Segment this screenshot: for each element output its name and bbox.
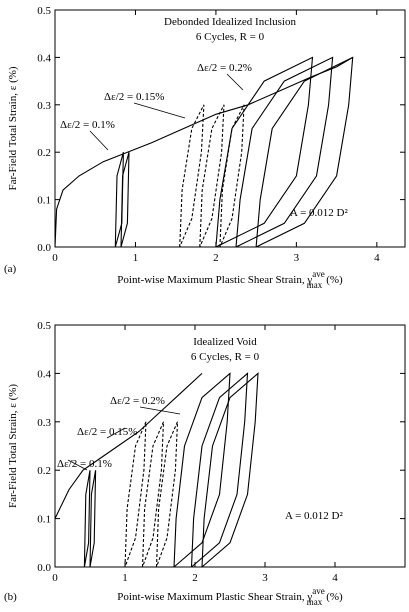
y-tick-label: 0.1 xyxy=(37,195,51,207)
annotation-arrow xyxy=(67,459,88,471)
curve xyxy=(114,152,124,248)
x-axis-label-unit: (%) xyxy=(326,591,343,603)
y-tick-label: 0.5 xyxy=(37,5,51,17)
curve xyxy=(219,104,245,248)
x-tick-label: 4 xyxy=(374,252,380,264)
curve xyxy=(215,56,314,248)
curve xyxy=(120,152,130,248)
x-tick-label: 3 xyxy=(294,252,300,264)
plot-frame xyxy=(54,324,406,568)
curve xyxy=(83,470,91,568)
annotation: Δε/2 = 0.2% xyxy=(197,62,252,74)
curve xyxy=(199,104,225,248)
panel-label: (b) xyxy=(4,591,17,603)
y-tick-label: 0.0 xyxy=(37,562,51,574)
y-tick-label: 0.1 xyxy=(37,514,51,526)
y-tick-label: 0.3 xyxy=(37,100,51,112)
annotation: Δε/2 = 0.15% xyxy=(104,91,164,103)
curve xyxy=(190,372,249,568)
curve xyxy=(54,56,353,248)
annotation: A = 0.012 D² xyxy=(290,207,348,219)
curve xyxy=(201,372,259,568)
annotation-arrow xyxy=(226,73,244,91)
x-axis-label-unit: (%) xyxy=(326,274,343,286)
x-tick-label: 2 xyxy=(213,252,219,264)
x-tick-label: 4 xyxy=(332,572,338,584)
x-axis-label-main: Point-wise Maximum Plastic Shear Strain,… xyxy=(117,591,312,603)
x-tick-label: 1 xyxy=(133,252,139,264)
x-tick-label: 0 xyxy=(52,572,58,584)
x-axis-label-sup: ave xyxy=(312,269,325,279)
x-axis-label-sup: ave xyxy=(312,586,325,596)
y-tick-label: 0.0 xyxy=(37,242,51,254)
panel-label: (a) xyxy=(4,263,17,275)
x-tick-label: 1 xyxy=(122,572,128,584)
curve xyxy=(235,56,334,248)
curve xyxy=(124,421,147,568)
annotation-arrow xyxy=(139,406,181,415)
curve xyxy=(155,421,179,568)
curve xyxy=(141,421,165,568)
y-tick-label: 0.3 xyxy=(37,417,51,429)
annotation: Δε/2 = 0.2% xyxy=(110,395,165,407)
y-axis-label: Far-Field Total Strain, ε (%) xyxy=(7,66,19,190)
x-axis-label-sub: max xyxy=(307,280,323,290)
y-tick-label: 0.4 xyxy=(37,52,51,64)
x-tick-label: 0 xyxy=(52,252,58,264)
curve xyxy=(255,56,354,248)
x-axis-label: Point-wise Maximum Plastic Shear Strain,… xyxy=(117,586,343,607)
annotation-arrow xyxy=(133,102,186,119)
x-tick-label: 3 xyxy=(262,572,268,584)
annotation: Δε/2 = 0.1% xyxy=(60,119,115,131)
annotation-arrow xyxy=(89,130,109,151)
curve xyxy=(89,470,97,568)
chart-subtitle: 6 Cycles, R = 0 xyxy=(196,31,265,43)
y-tick-label: 0.5 xyxy=(37,320,51,332)
y-tick-label: 0.2 xyxy=(37,147,51,159)
curve xyxy=(173,372,231,568)
y-axis-label: Far-Field Total Strain, ε (%) xyxy=(7,384,19,508)
curve xyxy=(179,104,205,248)
x-axis-label-main: Point-wise Maximum Plastic Shear Strain,… xyxy=(117,274,312,286)
chart-title: Idealized Void xyxy=(193,336,257,348)
curve xyxy=(54,372,203,519)
chart-title: Debonded Idealized Inclusion xyxy=(164,16,296,28)
annotation: Δε/2 = 0.15% xyxy=(77,426,137,438)
x-axis-label: Point-wise Maximum Plastic Shear Strain,… xyxy=(117,269,343,290)
chart-subtitle: 6 Cycles, R = 0 xyxy=(191,351,260,363)
y-tick-label: 0.4 xyxy=(37,368,51,380)
y-tick-label: 0.2 xyxy=(37,465,51,477)
plot-frame xyxy=(54,9,406,248)
x-tick-label: 2 xyxy=(192,572,198,584)
x-axis-label-sub: max xyxy=(307,597,323,607)
annotation-arrow xyxy=(106,427,126,439)
annotation: A = 0.012 D² xyxy=(285,510,343,522)
